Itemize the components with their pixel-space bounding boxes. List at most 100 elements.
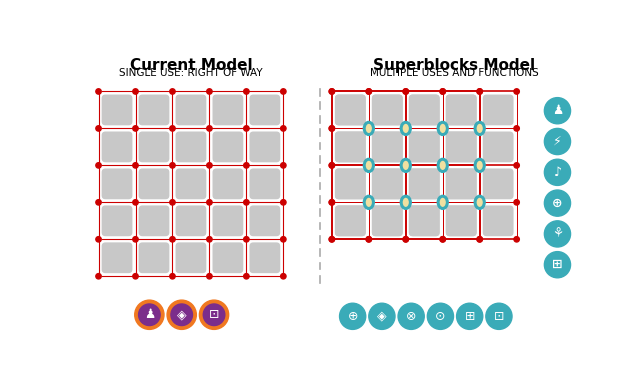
FancyBboxPatch shape: [335, 206, 365, 236]
FancyBboxPatch shape: [335, 206, 365, 236]
Circle shape: [545, 159, 570, 185]
FancyBboxPatch shape: [372, 131, 403, 162]
Circle shape: [244, 163, 249, 168]
Circle shape: [329, 89, 335, 94]
FancyBboxPatch shape: [250, 131, 280, 162]
Circle shape: [403, 237, 408, 242]
FancyBboxPatch shape: [175, 242, 206, 273]
FancyBboxPatch shape: [175, 131, 206, 162]
FancyBboxPatch shape: [102, 168, 132, 199]
Circle shape: [440, 237, 445, 242]
Circle shape: [486, 303, 512, 330]
Circle shape: [366, 237, 371, 242]
Circle shape: [133, 237, 138, 242]
FancyBboxPatch shape: [175, 206, 206, 236]
FancyBboxPatch shape: [409, 94, 440, 125]
Text: ◈: ◈: [377, 310, 387, 323]
Circle shape: [244, 200, 249, 205]
FancyBboxPatch shape: [446, 206, 477, 236]
Circle shape: [281, 163, 286, 168]
Text: ⚘: ⚘: [552, 227, 563, 240]
Circle shape: [207, 200, 212, 205]
Circle shape: [545, 128, 570, 154]
Circle shape: [369, 303, 395, 330]
Circle shape: [403, 126, 408, 131]
Text: ⚡: ⚡: [553, 135, 562, 148]
FancyBboxPatch shape: [175, 168, 206, 199]
FancyBboxPatch shape: [446, 94, 477, 125]
Text: ⊡: ⊡: [493, 310, 504, 323]
Ellipse shape: [475, 122, 484, 135]
Circle shape: [244, 273, 249, 279]
Circle shape: [366, 163, 371, 168]
Circle shape: [428, 303, 454, 330]
Ellipse shape: [438, 159, 447, 172]
Circle shape: [545, 190, 570, 216]
FancyBboxPatch shape: [372, 206, 403, 236]
FancyBboxPatch shape: [409, 206, 440, 236]
Circle shape: [281, 89, 286, 94]
FancyBboxPatch shape: [335, 168, 365, 199]
Ellipse shape: [364, 196, 373, 209]
Circle shape: [170, 273, 175, 279]
Circle shape: [477, 237, 483, 242]
Circle shape: [96, 126, 101, 131]
Circle shape: [366, 89, 371, 94]
Circle shape: [281, 273, 286, 279]
Text: SINGLE USE: RIGHT OF WAY: SINGLE USE: RIGHT OF WAY: [119, 68, 263, 78]
Circle shape: [135, 300, 164, 330]
Circle shape: [403, 200, 408, 205]
Circle shape: [514, 126, 519, 131]
Text: Current Model: Current Model: [130, 58, 252, 73]
Circle shape: [477, 89, 483, 94]
Text: ⊗: ⊗: [406, 310, 417, 323]
FancyBboxPatch shape: [102, 242, 132, 273]
Circle shape: [281, 237, 286, 242]
Text: ⊞: ⊞: [465, 310, 475, 323]
FancyBboxPatch shape: [409, 131, 440, 162]
FancyBboxPatch shape: [175, 94, 206, 125]
Circle shape: [477, 237, 483, 242]
Circle shape: [329, 126, 335, 131]
Circle shape: [514, 237, 519, 242]
Circle shape: [207, 237, 212, 242]
Ellipse shape: [401, 159, 410, 172]
Bar: [328, 84, 528, 243]
Circle shape: [366, 126, 371, 131]
Circle shape: [329, 237, 335, 242]
FancyBboxPatch shape: [409, 94, 440, 125]
Circle shape: [477, 200, 483, 205]
Circle shape: [167, 300, 196, 330]
Circle shape: [514, 163, 519, 168]
Ellipse shape: [364, 159, 373, 172]
Ellipse shape: [401, 196, 410, 209]
Text: ⊕: ⊕: [552, 197, 563, 209]
Circle shape: [133, 89, 138, 94]
Circle shape: [96, 89, 101, 94]
Circle shape: [170, 200, 175, 205]
Circle shape: [204, 304, 225, 326]
Ellipse shape: [475, 196, 484, 209]
FancyBboxPatch shape: [446, 94, 477, 125]
Circle shape: [403, 89, 408, 94]
Circle shape: [133, 163, 138, 168]
FancyBboxPatch shape: [335, 131, 365, 162]
Text: MULTIPLE USES AND FUNCTIONS: MULTIPLE USES AND FUNCTIONS: [370, 68, 539, 78]
Circle shape: [96, 200, 101, 205]
Circle shape: [545, 221, 570, 247]
Circle shape: [340, 303, 365, 330]
Circle shape: [207, 273, 212, 279]
Circle shape: [403, 126, 408, 131]
Circle shape: [366, 163, 371, 168]
Circle shape: [477, 163, 483, 168]
Text: ◈: ◈: [177, 308, 186, 321]
FancyBboxPatch shape: [483, 206, 513, 236]
FancyBboxPatch shape: [409, 206, 440, 236]
Circle shape: [329, 89, 335, 94]
Circle shape: [440, 200, 445, 205]
FancyBboxPatch shape: [335, 131, 365, 162]
Text: ⊡: ⊡: [209, 308, 220, 321]
Circle shape: [477, 200, 483, 205]
Circle shape: [477, 89, 483, 94]
Circle shape: [170, 237, 175, 242]
